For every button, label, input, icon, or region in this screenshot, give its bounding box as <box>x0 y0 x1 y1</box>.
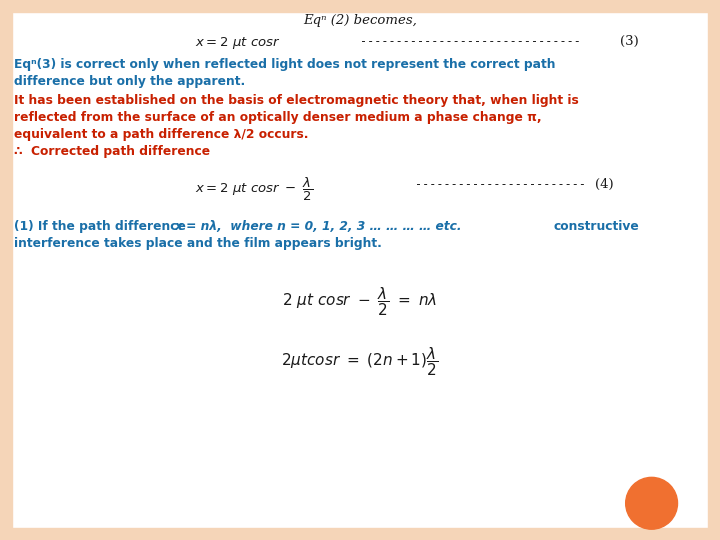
Text: interference takes place and the film appears bright.: interference takes place and the film ap… <box>14 237 382 250</box>
Text: (1) If the path difference: (1) If the path difference <box>14 220 190 233</box>
Text: reflected from the surface of an optically denser medium a phase change π,: reflected from the surface of an optical… <box>14 111 541 124</box>
Text: Eqⁿ (2) becomes,: Eqⁿ (2) becomes, <box>303 14 417 27</box>
Text: $x = 2\ \mu t\ cosr\ -\ \dfrac{\lambda}{2}$: $x = 2\ \mu t\ cosr\ -\ \dfrac{\lambda}{… <box>195 176 313 203</box>
Text: (4): (4) <box>595 178 613 191</box>
Bar <box>708 0 720 540</box>
Bar <box>0 0 720 12</box>
Text: ∴  Corrected path difference: ∴ Corrected path difference <box>14 145 210 158</box>
Text: $2\ \mu t\ cosr\ -\ \dfrac{\lambda}{2}\ =\ n\lambda$: $2\ \mu t\ cosr\ -\ \dfrac{\lambda}{2}\ … <box>282 285 438 318</box>
Text: x = nλ,  where n = 0, 1, 2, 3 … … … … etc.: x = nλ, where n = 0, 1, 2, 3 … … … … etc… <box>175 220 462 233</box>
Text: equivalent to a path difference λ/2 occurs.: equivalent to a path difference λ/2 occu… <box>14 128 308 141</box>
Bar <box>0 528 720 540</box>
Text: constructive: constructive <box>553 220 639 233</box>
Text: difference but only the apparent.: difference but only the apparent. <box>14 75 246 88</box>
Text: Eqⁿ(3) is correct only when reflected light does not represent the correct path: Eqⁿ(3) is correct only when reflected li… <box>14 58 556 71</box>
Circle shape <box>626 477 678 529</box>
Text: $2\mu tcosr\ =\ (2n+1)\dfrac{\lambda}{2}$: $2\mu tcosr\ =\ (2n+1)\dfrac{\lambda}{2}… <box>282 345 438 378</box>
Text: ------------------------: ------------------------ <box>415 178 586 191</box>
Text: $x = 2\ \mu t\ cosr$: $x = 2\ \mu t\ cosr$ <box>195 35 281 51</box>
Bar <box>0 0 12 540</box>
Text: -------------------------------: ------------------------------- <box>360 35 581 48</box>
Text: (3): (3) <box>620 35 639 48</box>
Text: It has been established on the basis of electromagnetic theory that, when light : It has been established on the basis of … <box>14 94 579 107</box>
